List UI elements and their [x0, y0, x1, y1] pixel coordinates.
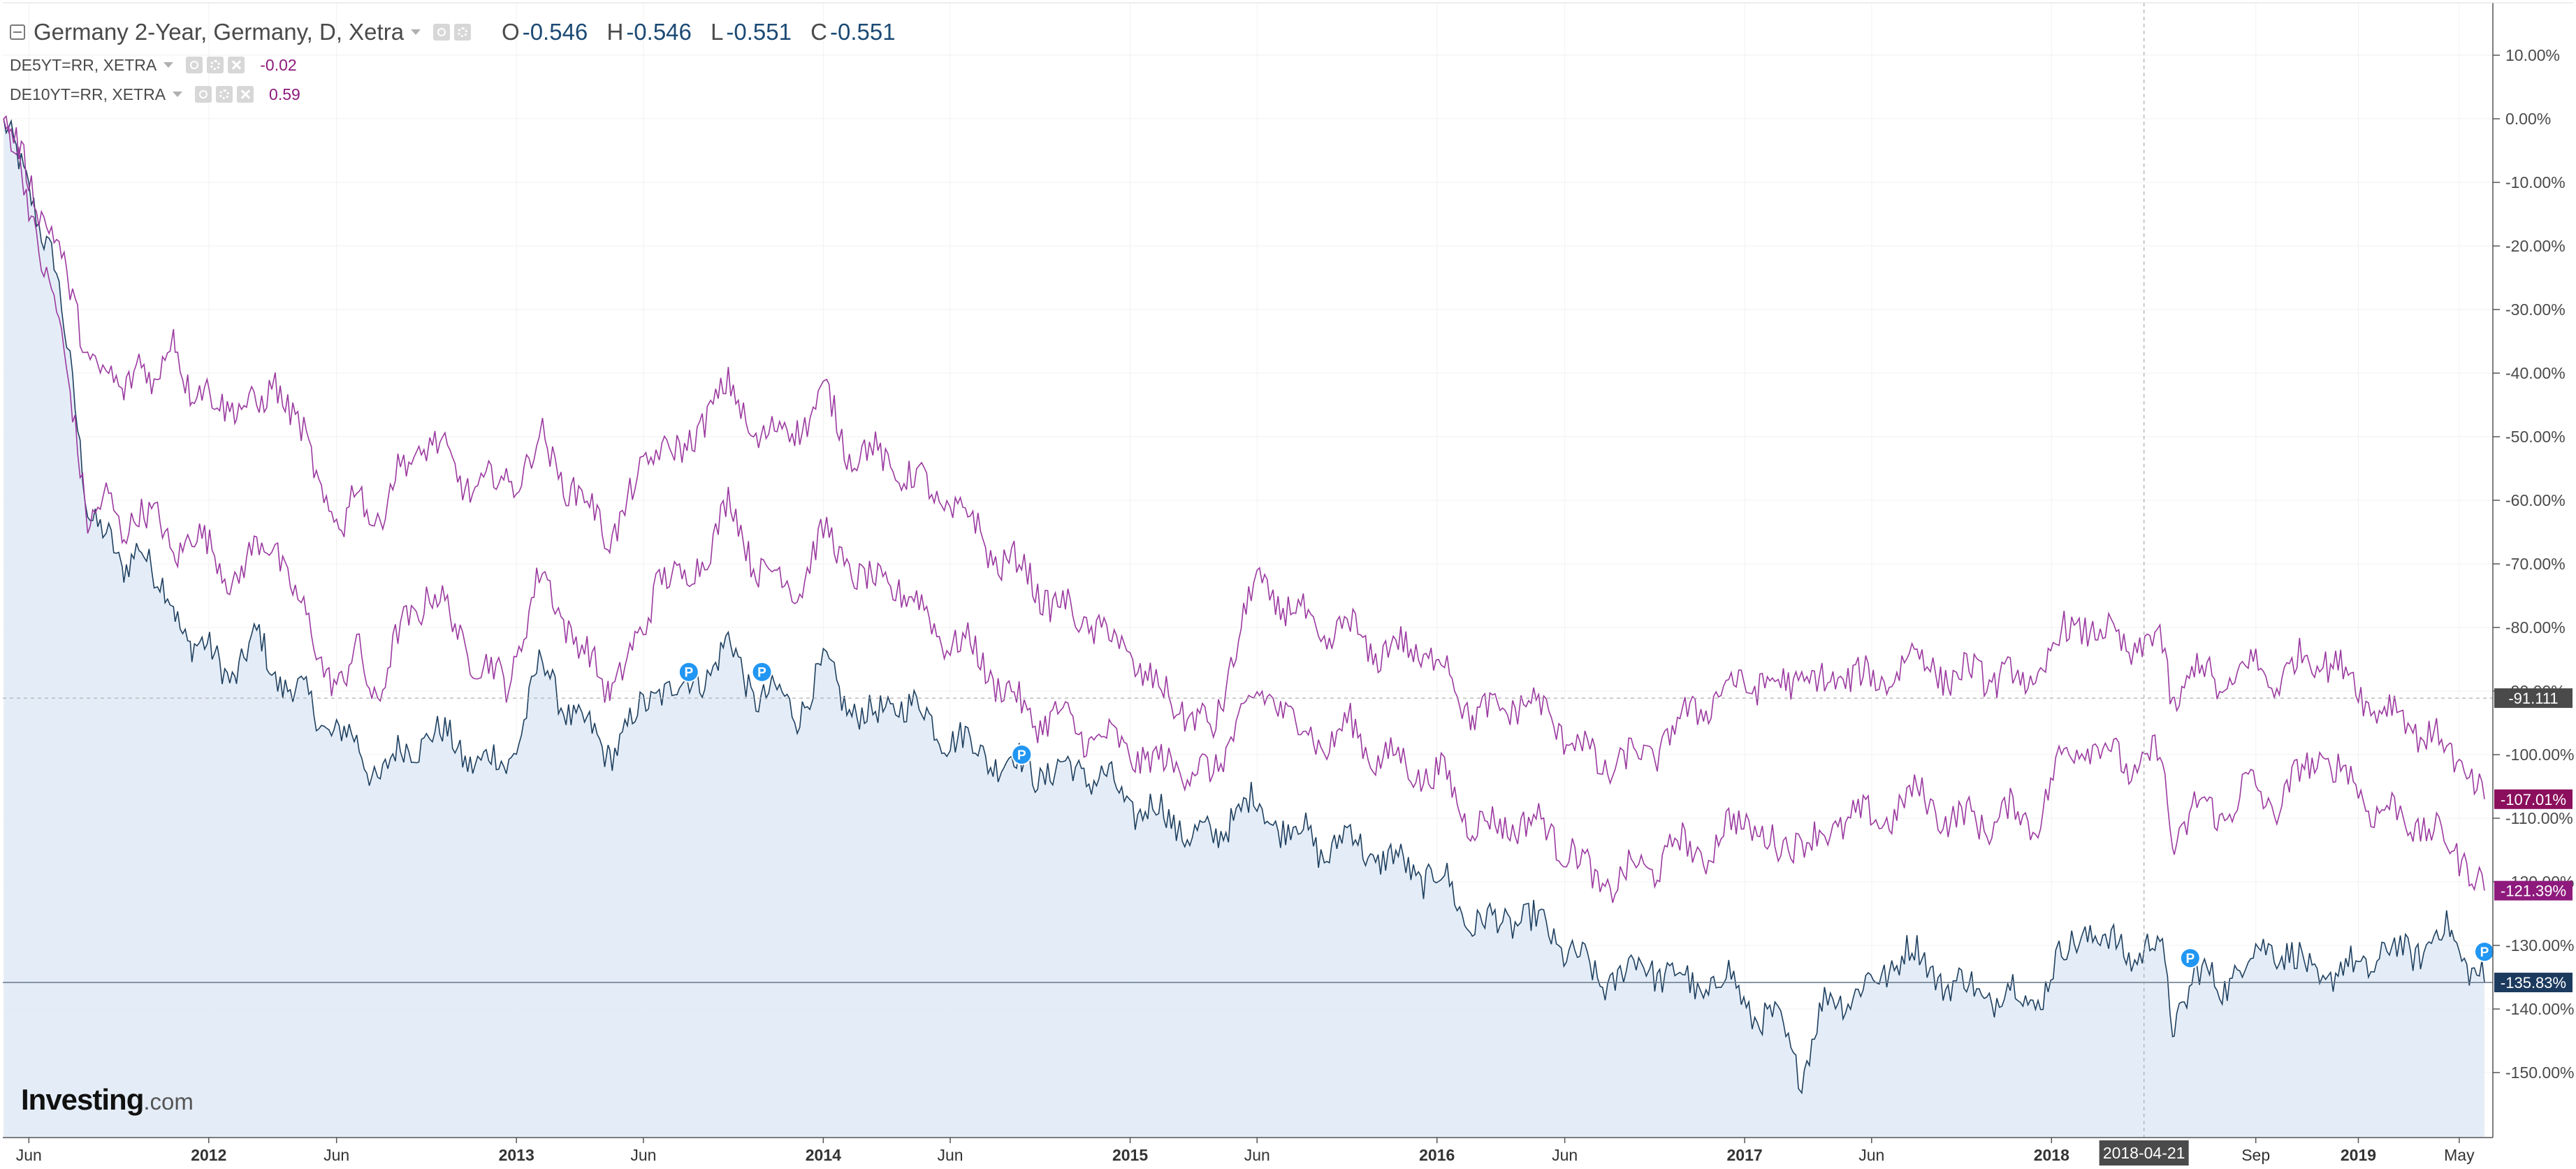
- x-tick-label: 2017: [1727, 1146, 1763, 1164]
- visibility-icon[interactable]: [195, 86, 212, 103]
- event-marker-label: P: [2185, 952, 2195, 966]
- low-label: L: [711, 19, 724, 45]
- close-value: -0.551: [830, 19, 896, 45]
- x-tick-label: Jun: [16, 1146, 42, 1164]
- low-value: -0.551: [726, 19, 792, 45]
- legend-comparison-row[interactable]: DE5YT=RR, XETRA -0.02: [10, 50, 896, 80]
- x-tick-label: Jun: [630, 1146, 656, 1164]
- de10-last-badge: -107.01%: [2501, 791, 2566, 808]
- event-marker-icon: [2179, 947, 2201, 969]
- x-tick-label: 2014: [806, 1146, 841, 1164]
- logo-brand: Investing: [21, 1083, 144, 1116]
- x-tick-label: 2012: [191, 1146, 226, 1164]
- main-last-badge: -135.83%: [2501, 974, 2566, 992]
- close-label: C: [810, 19, 828, 45]
- y-tick-label: -60.00%: [2505, 491, 2566, 509]
- marker-layer: P P P P P: [678, 661, 2495, 969]
- y-tick-label: -110.00%: [2505, 809, 2573, 827]
- collapse-legend-icon[interactable]: [10, 24, 25, 40]
- y-tick-label: -30.00%: [2505, 300, 2566, 319]
- axis-labels: 10.00% 0.00% -10.00% -20.00% -30.00% -40.00% -…: [16, 46, 2574, 1166]
- event-marker-label: P: [2480, 945, 2489, 960]
- y-tick-label: -140.00%: [2505, 1000, 2574, 1018]
- main-series-line: [3, 118, 2485, 1095]
- chart-legend: Germany 2-Year, Germany, D, Xetra O -0.54…: [10, 14, 896, 109]
- de5-last-badge: -121.39%: [2501, 883, 2566, 900]
- y-tick-label: -40.00%: [2505, 364, 2566, 382]
- comparison-value: 0.59: [269, 85, 300, 103]
- high-value: -0.546: [626, 19, 692, 45]
- x-tick-label: Jun: [323, 1146, 349, 1164]
- comparison-symbol[interactable]: DE10YT=RR, XETRA: [10, 85, 166, 103]
- de5-last-badge-bg: [2494, 880, 2573, 901]
- open-label: O: [502, 19, 520, 45]
- x-tick-label: 2015: [1112, 1146, 1148, 1164]
- main-last-badge-bg: [2494, 973, 2573, 993]
- investing-logo: Investing.com: [21, 1083, 194, 1117]
- y-tick-label: 0.00%: [2505, 110, 2551, 128]
- y-tick-label: 10.00%: [2505, 46, 2560, 64]
- close-icon[interactable]: [237, 86, 254, 103]
- comparison-series-line: [3, 118, 2485, 903]
- legend-main-row[interactable]: Germany 2-Year, Germany, D, Xetra O -0.54…: [10, 14, 896, 50]
- logo-suffix: .com: [143, 1089, 194, 1114]
- x-tick-label: Jun: [1244, 1146, 1270, 1164]
- y-tick-label: -50.00%: [2505, 428, 2566, 446]
- event-marker-label: P: [1017, 748, 1026, 763]
- settings-icon[interactable]: [207, 57, 224, 73]
- y-tick-label: -80.00%: [2505, 618, 2566, 637]
- y-tick-label: -100.00%: [2505, 746, 2574, 764]
- x-tick-label: 2019: [2341, 1146, 2376, 1164]
- legend-comparison-row[interactable]: DE10YT=RR, XETRA 0.59: [10, 80, 896, 109]
- chevron-down-icon[interactable]: [411, 29, 421, 35]
- x-tick-label: Jun: [1858, 1146, 1884, 1164]
- crosshair-value-badge-bg: [2494, 688, 2573, 709]
- settings-icon[interactable]: [454, 24, 472, 41]
- crosshair-value-badge: -91.111: [2508, 690, 2558, 707]
- comparison-value: -0.02: [260, 55, 297, 74]
- y-tick-label: -130.00%: [2505, 936, 2574, 954]
- x-tick-label: Jun: [1552, 1146, 1578, 1164]
- y-tick-label: -10.00%: [2505, 173, 2566, 191]
- chevron-down-icon[interactable]: [173, 92, 183, 97]
- comparison-series-line: [3, 115, 2485, 799]
- event-marker-label: P: [685, 666, 694, 681]
- visibility-icon[interactable]: [433, 24, 451, 41]
- main-series-title[interactable]: Germany 2-Year, Germany, D, Xetra: [34, 19, 405, 45]
- y-tick-label: -20.00%: [2505, 237, 2566, 255]
- x-tick-label: May: [2444, 1146, 2475, 1164]
- de10-last-badge-bg: [2494, 789, 2573, 809]
- event-marker-icon: [1011, 744, 1033, 765]
- x-tick-label: 2018: [2034, 1146, 2069, 1164]
- event-marker-icon: [2473, 941, 2495, 963]
- x-tick-label: Jun: [938, 1146, 963, 1164]
- ohlc-values: O -0.546 H -0.546 L -0.551 C -0.551: [489, 19, 896, 45]
- close-icon[interactable]: [228, 57, 245, 73]
- event-marker-icon: [751, 661, 773, 683]
- event-marker-label: P: [757, 666, 766, 681]
- main-series-area: [3, 119, 2485, 1138]
- y-tick-label: -70.00%: [2505, 555, 2566, 573]
- y-tick-label: -150.00%: [2505, 1063, 2574, 1082]
- crosshair-date-badge-bg: [2099, 1140, 2189, 1166]
- series-layer: [3, 115, 2485, 1138]
- axes: [3, 2, 2573, 1143]
- open-value: -0.546: [522, 19, 588, 45]
- comparison-symbol[interactable]: DE5YT=RR, XETRA: [10, 55, 157, 74]
- visibility-icon[interactable]: [186, 57, 203, 73]
- event-marker-icon: [678, 661, 699, 683]
- crosshair-date-badge: 2018-04-21: [2103, 1144, 2185, 1162]
- x-tick-label: 2016: [1419, 1146, 1455, 1164]
- settings-icon[interactable]: [216, 86, 233, 103]
- x-tick-label: Sep: [2241, 1146, 2270, 1164]
- high-label: H: [606, 19, 624, 45]
- chevron-down-icon[interactable]: [163, 62, 174, 68]
- x-tick-label: 2013: [499, 1146, 534, 1164]
